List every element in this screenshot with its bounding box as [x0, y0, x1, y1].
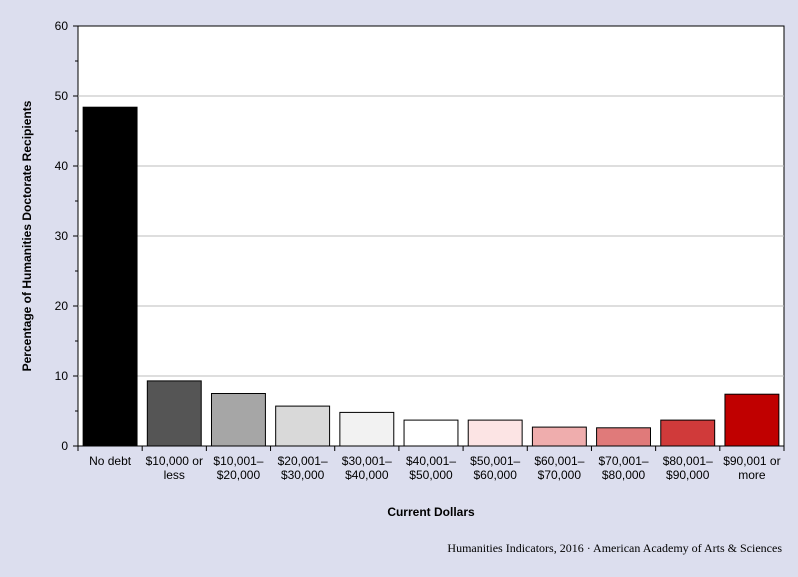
- x-tick-label: $80,001–: [663, 454, 713, 468]
- x-tick-label: $90,001 or: [723, 454, 780, 468]
- bar: [339, 411, 395, 447]
- y-axis-title: Percentage of Humanities Doctorate Recip…: [20, 100, 34, 371]
- bar: [531, 426, 587, 447]
- bar: [660, 419, 716, 447]
- x-tick-label: $90,000: [666, 468, 710, 482]
- bar: [275, 405, 331, 447]
- y-tick-label: 60: [55, 19, 69, 33]
- y-tick-label: 10: [55, 369, 69, 383]
- x-tick-label: less: [164, 468, 185, 482]
- y-tick-label: 0: [61, 439, 68, 453]
- x-tick-label: $70,000: [538, 468, 582, 482]
- x-tick-label: $10,001–: [213, 454, 263, 468]
- x-tick-label: $40,001–: [406, 454, 456, 468]
- x-tick-label: $60,000: [473, 468, 517, 482]
- x-tick-label: $50,000: [409, 468, 453, 482]
- y-tick-label: 20: [55, 299, 69, 313]
- x-tick-label: $70,001–: [599, 454, 649, 468]
- x-tick-label: $20,000: [217, 468, 261, 482]
- source-credit: Humanities Indicators, 2016 · American A…: [447, 541, 782, 555]
- bar: [146, 380, 202, 447]
- x-tick-label: $20,001–: [278, 454, 328, 468]
- x-tick-label: $80,000: [602, 468, 646, 482]
- bar: [467, 419, 523, 447]
- bars: [82, 106, 780, 447]
- bar: [210, 393, 266, 447]
- y-axis: 0 10 20 30 40 50 60: [55, 19, 78, 453]
- bar: [403, 419, 459, 447]
- x-tick-label: $50,001–: [470, 454, 520, 468]
- bar: [724, 393, 780, 447]
- y-tick-label: 40: [55, 159, 69, 173]
- x-tick-label: $10,000 or: [146, 454, 203, 468]
- x-tick-label: $30,000: [281, 468, 325, 482]
- y-tick-label: 30: [55, 229, 69, 243]
- gridlines: [78, 95, 784, 377]
- x-tick-label: $30,001–: [342, 454, 392, 468]
- bar: [596, 427, 652, 447]
- x-axis-title: Current Dollars: [387, 505, 475, 519]
- bar: [82, 106, 138, 447]
- x-tick-label: $40,000: [345, 468, 389, 482]
- x-tick-label: more: [738, 468, 766, 482]
- x-tick-label: No debt: [89, 454, 132, 468]
- x-tick-label: $60,001–: [534, 454, 584, 468]
- y-tick-label: 50: [55, 89, 69, 103]
